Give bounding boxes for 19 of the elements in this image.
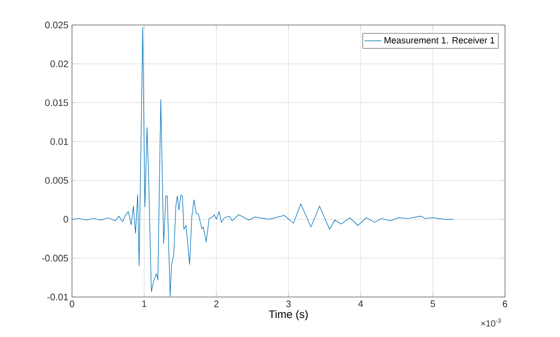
y-tick-label: 0.02 [50,60,68,68]
x-tick-label: 3 [286,300,291,308]
y-tick-label: -0.01 [47,294,68,300]
x-axis-title: Time (s) [268,310,308,320]
x-tick-label: 4 [358,300,364,308]
x-tick-label: 2 [214,300,218,308]
y-tick-label: 0.025 [45,22,68,28]
legend-label: Measurement 1. Receiver 1 [384,36,494,44]
y-tick-label: 0.01 [50,138,68,145]
x-tick-label: 5 [430,300,436,308]
y-tick-label: 0 [64,216,68,223]
line-series [72,27,454,297]
x-tick-label: 0 [70,300,74,308]
text: ×10$^{-3}$ [481,318,501,327]
x-tick-label: 1 [142,300,146,308]
y-tick-label: 0.015 [45,99,68,106]
x-tick-label: 6 [502,300,508,308]
y-tick-label: 0.005 [45,177,68,184]
y-tick-label: -0.005 [42,254,68,262]
